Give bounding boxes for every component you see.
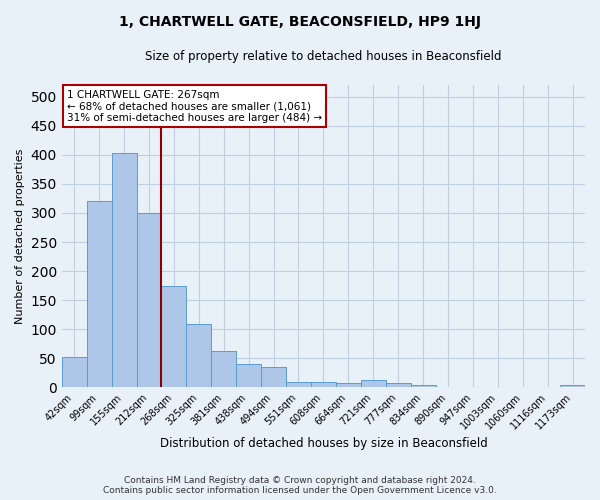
Bar (336, 384, 361, 388)
Bar (187, 324, 211, 388)
Bar (560, 384, 585, 388)
Bar (87, 202, 112, 388)
Bar (410, 384, 436, 388)
Text: Contains HM Land Registry data © Crown copyright and database right 2024.
Contai: Contains HM Land Registry data © Crown c… (103, 476, 497, 495)
Bar (62, 356, 87, 388)
Bar (236, 364, 261, 388)
Title: Size of property relative to detached houses in Beaconsfield: Size of property relative to detached ho… (145, 50, 502, 63)
Text: 1, CHARTWELL GATE, BEACONSFIELD, HP9 1HJ: 1, CHARTWELL GATE, BEACONSFIELD, HP9 1HJ (119, 15, 481, 29)
Bar (112, 153, 137, 388)
Bar (137, 213, 161, 388)
Bar (361, 380, 386, 388)
X-axis label: Distribution of detached houses by size in Beaconsfield: Distribution of detached houses by size … (160, 437, 487, 450)
Bar (286, 382, 311, 388)
Bar (261, 367, 286, 388)
Y-axis label: Number of detached properties: Number of detached properties (15, 148, 25, 324)
Bar (386, 383, 410, 388)
Bar (161, 286, 187, 388)
Bar (311, 382, 336, 388)
Text: 1 CHARTWELL GATE: 267sqm
← 68% of detached houses are smaller (1,061)
31% of sem: 1 CHARTWELL GATE: 267sqm ← 68% of detach… (67, 90, 322, 122)
Bar (211, 351, 236, 388)
